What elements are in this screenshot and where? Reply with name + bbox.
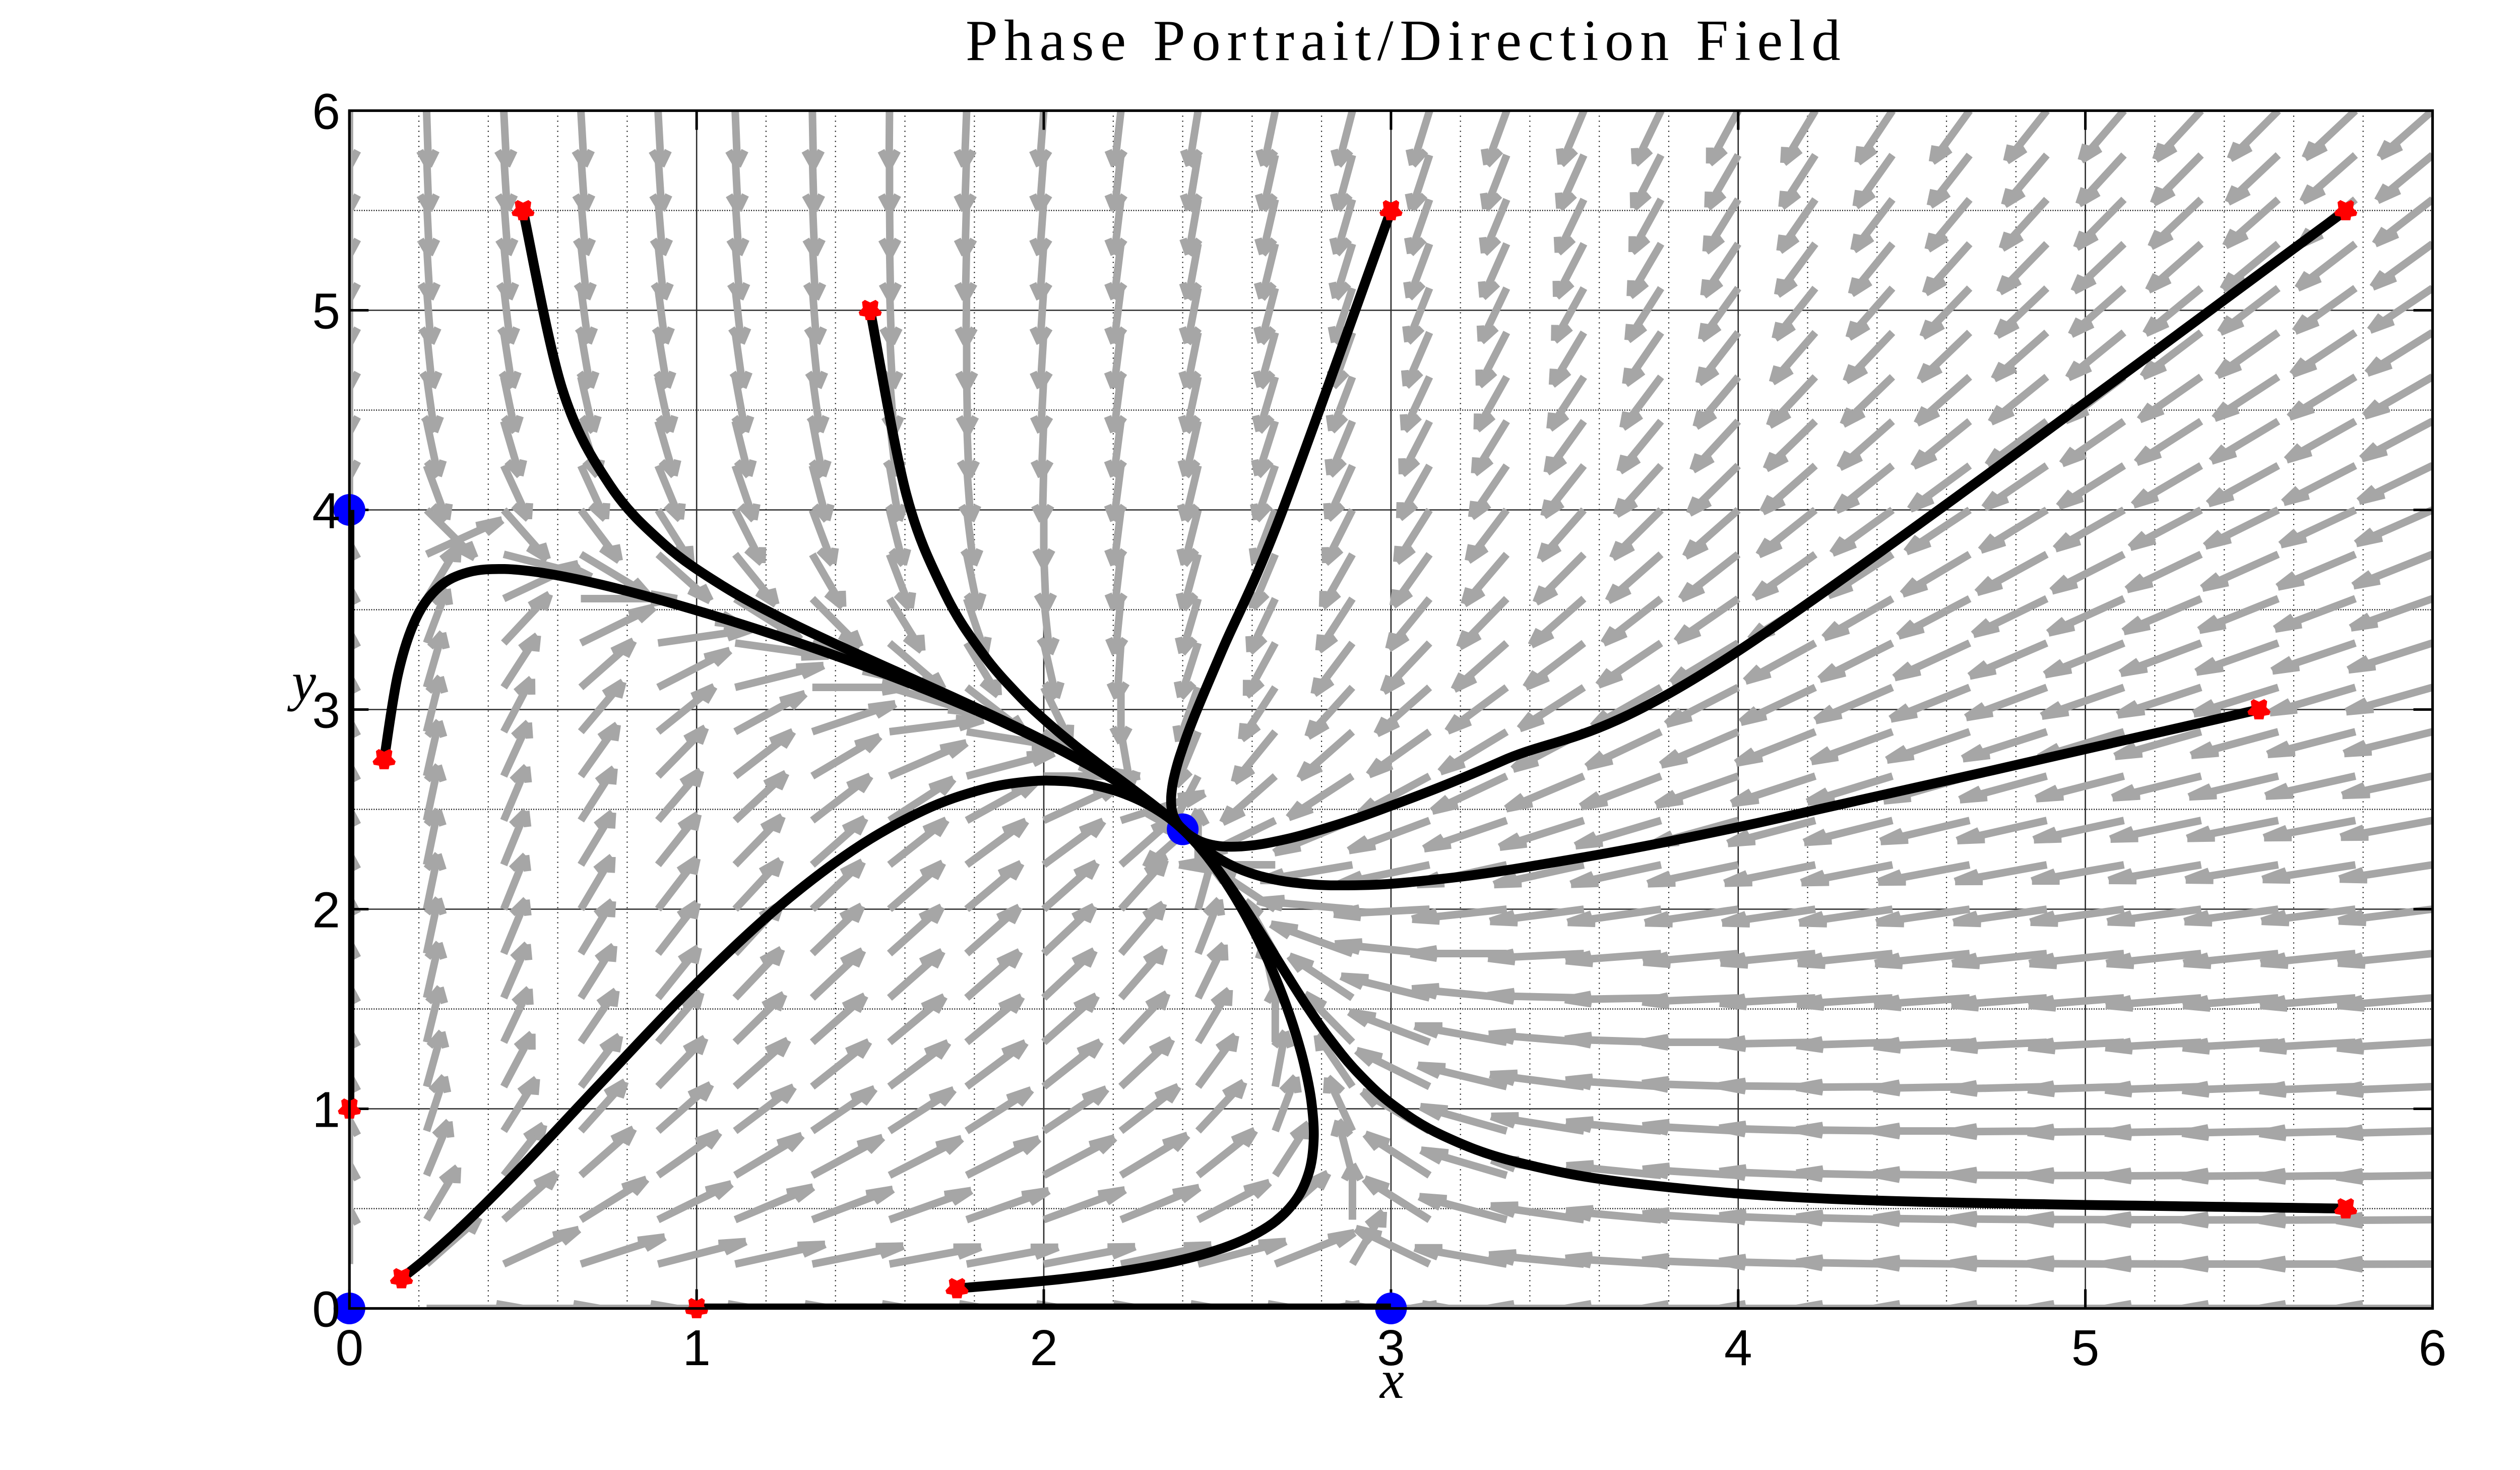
- svg-text:6: 6: [312, 84, 340, 140]
- svg-text:2: 2: [312, 882, 340, 939]
- svg-text:0: 0: [312, 1281, 340, 1338]
- svg-text:x: x: [1379, 1350, 1404, 1410]
- svg-text:2: 2: [1030, 1320, 1058, 1376]
- svg-text:0: 0: [335, 1320, 363, 1376]
- svg-text:4: 4: [1724, 1320, 1752, 1376]
- svg-text:y: y: [287, 652, 316, 712]
- svg-text:5: 5: [2071, 1320, 2100, 1376]
- svg-text:1: 1: [312, 1082, 340, 1138]
- svg-text:6: 6: [2419, 1320, 2447, 1376]
- svg-text:4: 4: [312, 483, 340, 539]
- svg-text:3: 3: [1377, 1320, 1405, 1376]
- svg-text:5: 5: [312, 283, 340, 340]
- svg-text:3: 3: [312, 683, 340, 739]
- svg-text:1: 1: [682, 1320, 711, 1376]
- svg-text:Phase Portrait/Direction Field: Phase Portrait/Direction Field: [966, 9, 1847, 73]
